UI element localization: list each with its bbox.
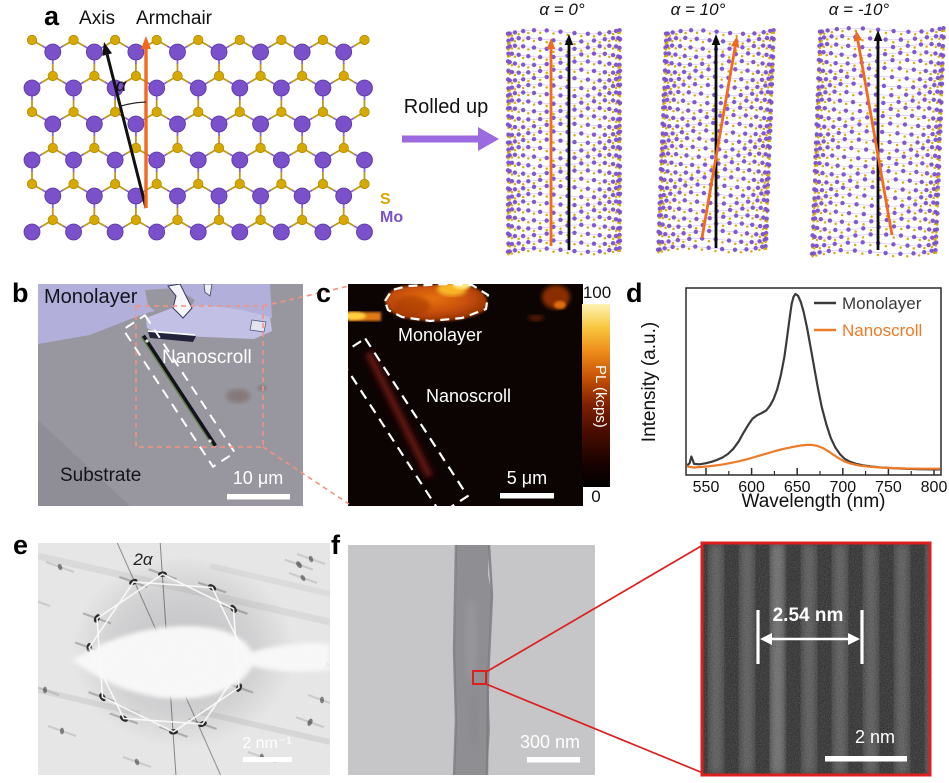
mos2-lattice-diagram bbox=[23, 34, 373, 241]
diffraction-image bbox=[38, 543, 330, 775]
rolled-up-label: Rolled up bbox=[403, 96, 489, 118]
zoom-region-rect bbox=[135, 305, 264, 448]
scale-label-e: 2 nm⁻¹ bbox=[242, 735, 292, 752]
inset-region-rect bbox=[472, 670, 487, 685]
armchair-direction-label: Armchair bbox=[135, 8, 212, 29]
panel-label-a: a bbox=[44, 1, 60, 31]
scroll-angle-label-10: α = 10° bbox=[670, 0, 726, 19]
tem-image bbox=[348, 545, 595, 775]
scale-label-inset: 2 nm bbox=[854, 727, 896, 747]
svg-text:800: 800 bbox=[921, 479, 948, 496]
scale-bar-e bbox=[243, 757, 292, 762]
nanoscroll-label-b: Nanoscroll bbox=[162, 347, 252, 368]
substrate-label-b: Substrate bbox=[60, 465, 142, 486]
monolayer-dashed-outline-c bbox=[383, 284, 490, 323]
sulfur-legend-label: S bbox=[380, 191, 391, 208]
pl-spectrum-chart: 550 600 650 700 750 800 Wavelength (nm) Intensi… bbox=[639, 287, 948, 512]
colorbar-max-label: 100 bbox=[582, 283, 612, 302]
fringe-spacing-label: 2.54 nm bbox=[772, 605, 844, 626]
svg-text:650: 650 bbox=[784, 479, 811, 496]
monolayer-label-c: Monolayer bbox=[398, 325, 483, 345]
panel-label-d: d bbox=[626, 278, 643, 308]
alpha-angle-label: α bbox=[116, 75, 127, 95]
scale-label-b: 10 μm bbox=[232, 468, 284, 488]
two-alpha-label: 2α bbox=[133, 550, 153, 569]
colorbar-title: PL (kcps) bbox=[592, 364, 609, 428]
svg-text:Nanoscroll: Nanoscroll bbox=[842, 321, 922, 340]
svg-text:Wavelength (nm): Wavelength (nm) bbox=[742, 491, 886, 512]
panel-label-c: c bbox=[316, 278, 332, 308]
svg-text:Monolayer: Monolayer bbox=[842, 294, 922, 313]
inset-border bbox=[700, 541, 932, 777]
scale-label-c: 5 μm bbox=[506, 468, 548, 488]
svg-text:550: 550 bbox=[693, 479, 720, 496]
scale-bar-c bbox=[500, 493, 554, 499]
pl-map-image bbox=[348, 284, 583, 506]
nanoscroll-label-c: Nanoscroll bbox=[426, 386, 512, 406]
optical-image bbox=[38, 284, 303, 506]
nanoscroll-models bbox=[505, 26, 946, 258]
panel-label-b: b bbox=[12, 278, 29, 308]
axis-direction-label: Axis bbox=[79, 8, 115, 29]
molybdenum-legend-label: Mo bbox=[380, 209, 404, 226]
scroll-angle-label-neg10: α = -10° bbox=[828, 0, 890, 19]
pl-colorbar bbox=[582, 304, 610, 487]
svg-text:Intensity (a.u.): Intensity (a.u.) bbox=[639, 322, 660, 442]
scale-bar-f bbox=[527, 757, 580, 763]
rolled-up-arrow bbox=[402, 127, 499, 151]
panel-label-e: e bbox=[13, 530, 29, 560]
hrtem-inset-image bbox=[702, 543, 930, 775]
panel-label-f: f bbox=[331, 530, 340, 560]
zoom-connector-dashed bbox=[262, 285, 350, 505]
axis-armchair-arrows bbox=[102, 36, 151, 209]
monolayer-label-b: Monolayer bbox=[44, 286, 138, 308]
scale-bar-b bbox=[227, 494, 290, 500]
svg-text:700: 700 bbox=[829, 479, 856, 496]
scroll-angle-label-0: α = 0° bbox=[539, 0, 585, 19]
inset-connector-lines bbox=[485, 544, 704, 774]
scale-bar-inset bbox=[825, 756, 907, 762]
svg-text:600: 600 bbox=[738, 479, 765, 496]
svg-text:750: 750 bbox=[875, 479, 902, 496]
colorbar-min-label: 0 bbox=[591, 487, 601, 506]
scale-label-f: 300 nm bbox=[519, 732, 581, 752]
